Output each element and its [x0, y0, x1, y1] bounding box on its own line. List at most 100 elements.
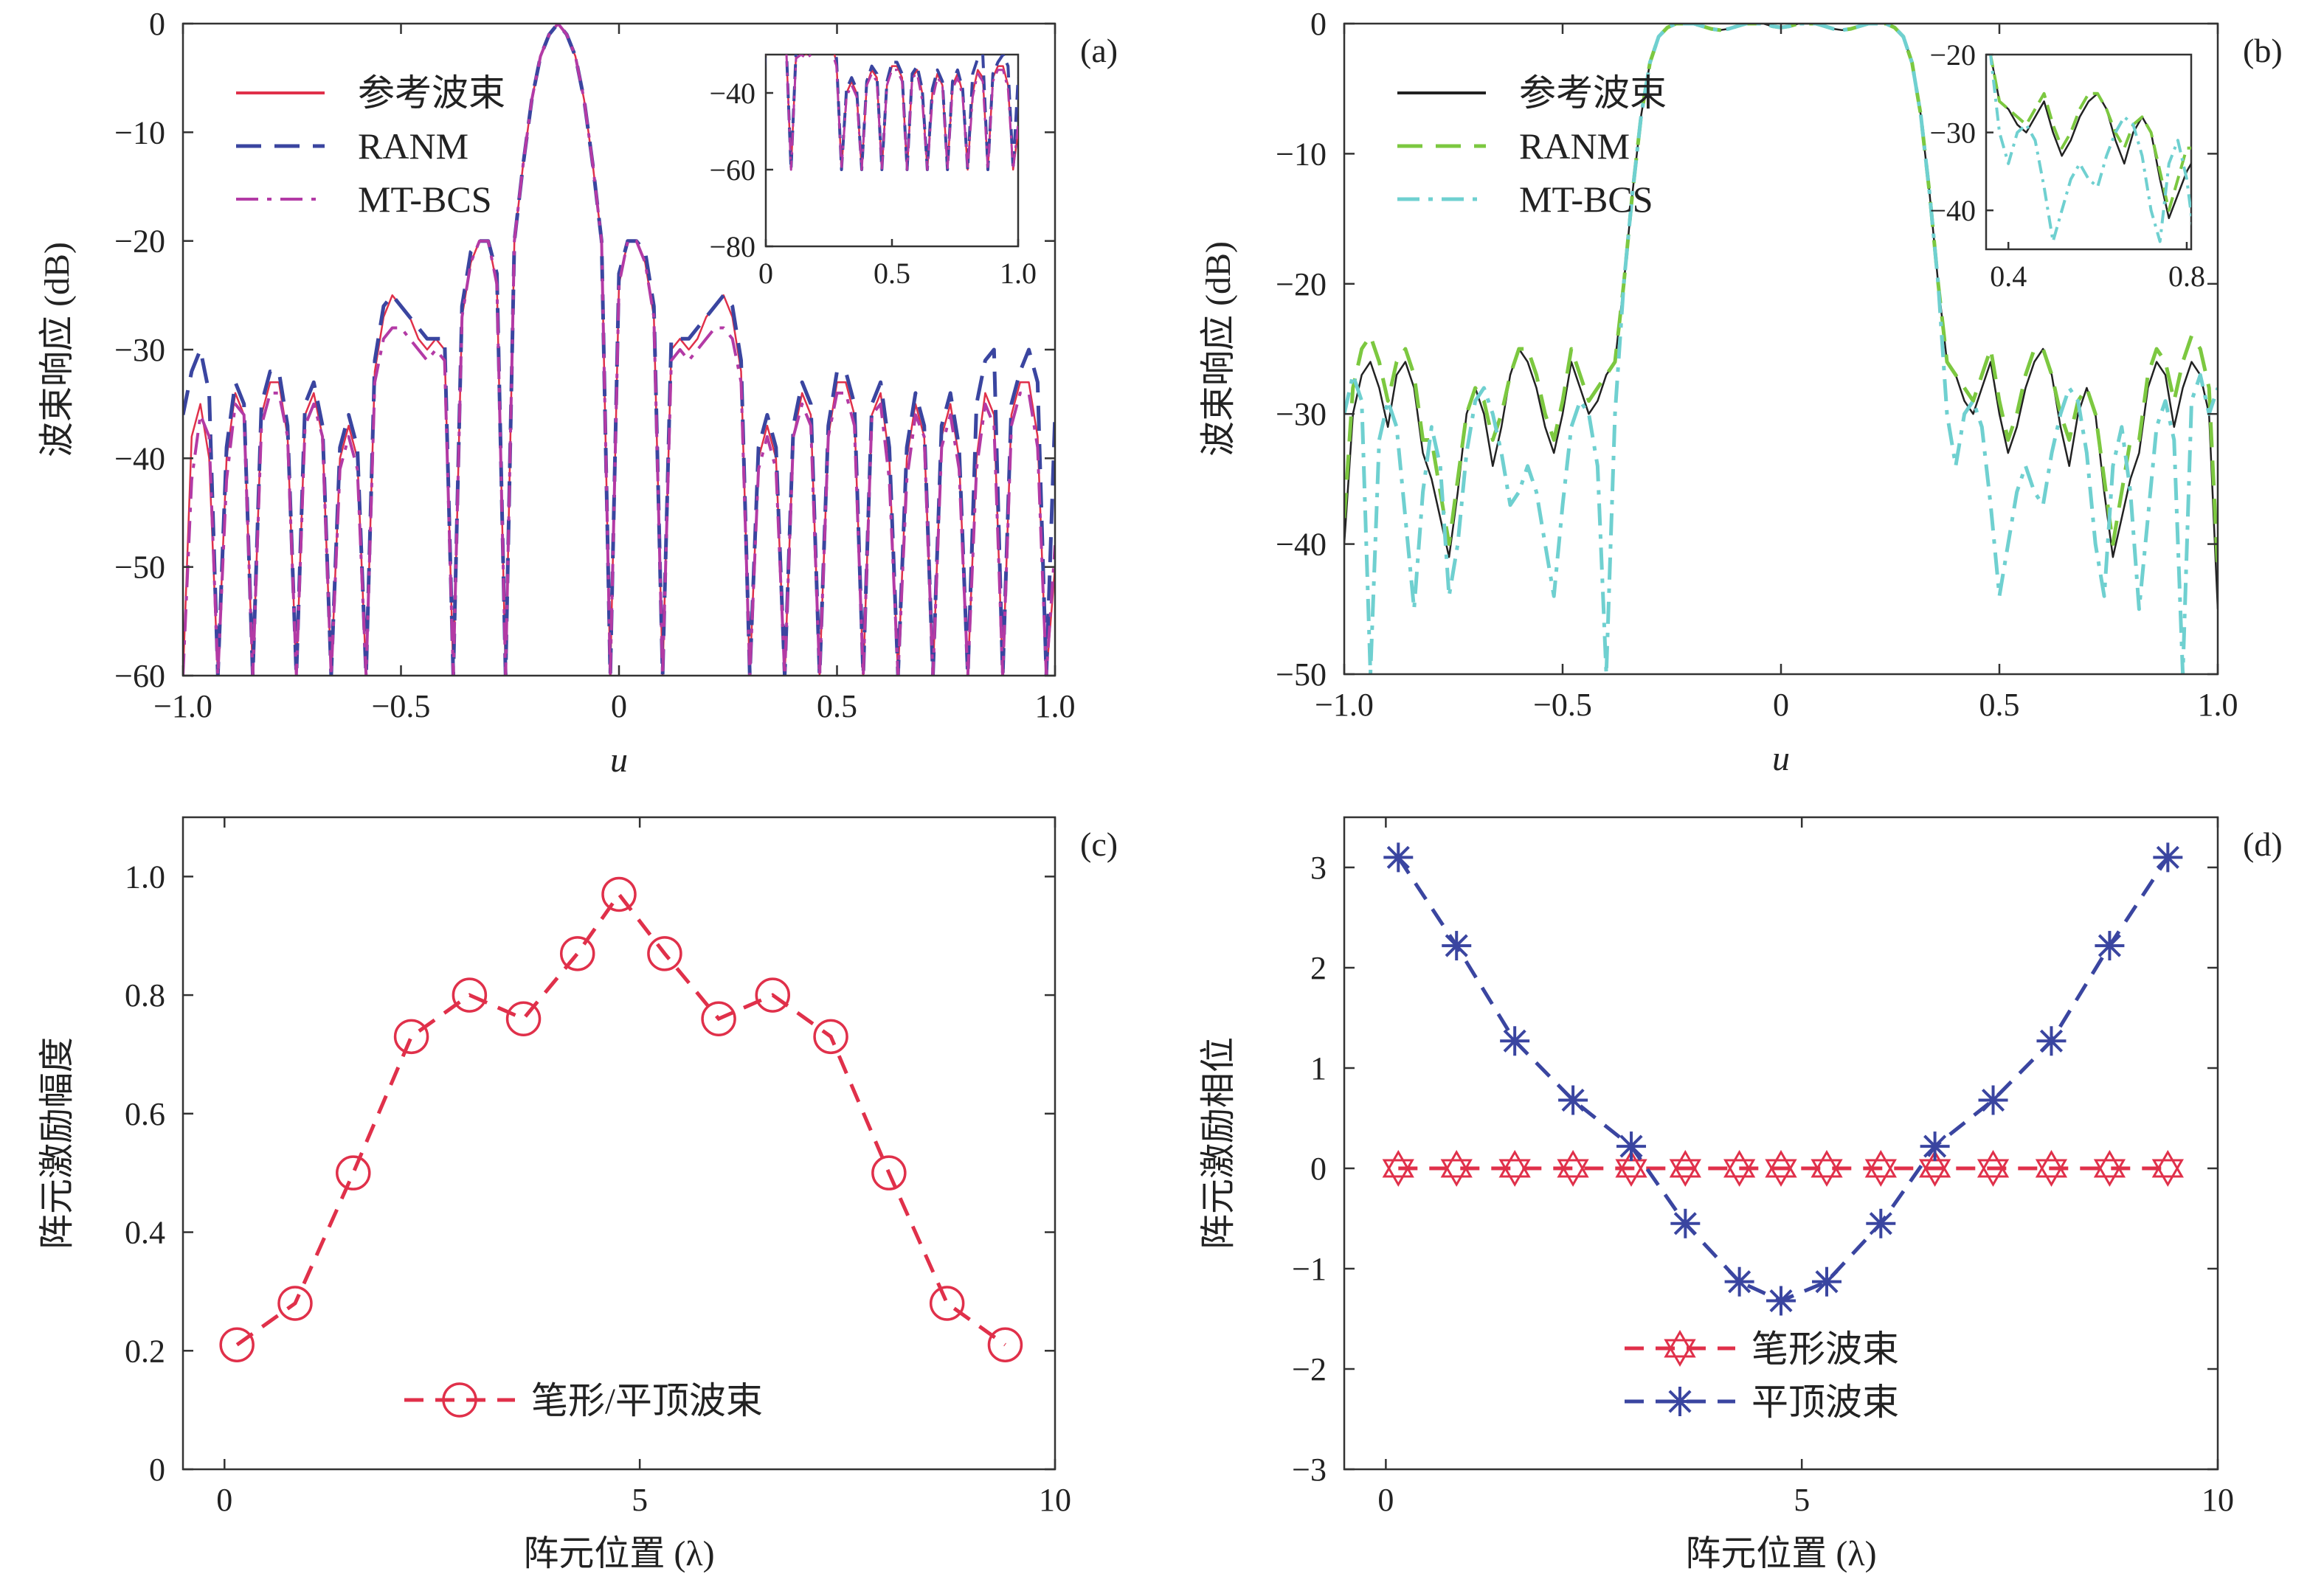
y-tick-label: −3	[1292, 1452, 1327, 1488]
data-point-up	[1382, 1149, 1414, 1178]
x-axis-label: 阵元位置 (λ)	[1685, 1534, 1876, 1573]
series-line	[1397, 856, 2170, 1303]
x-tick-label: 0	[1773, 687, 1789, 723]
data-point	[987, 1327, 1023, 1362]
y-tick-label: −20	[1276, 266, 1327, 302]
series-line-2	[183, 24, 1055, 676]
inset-series-line-3	[766, 55, 1018, 171]
data-point-up	[1723, 1149, 1756, 1178]
legend-marker-up	[1664, 1330, 1696, 1358]
inset-frame	[764, 53, 1020, 248]
y-tick-label: 0.4	[125, 1215, 165, 1251]
y-tick-label: −1	[1292, 1251, 1327, 1287]
data-point-stroke	[1503, 1029, 1526, 1053]
data-point-stroke	[1445, 934, 1468, 957]
data-point-up	[2151, 1149, 2185, 1178]
x-tick-label: 0.5	[817, 688, 857, 724]
inset-series-group	[1988, 55, 2191, 243]
data-point	[1811, 1149, 1843, 1188]
data-point	[2151, 1149, 2185, 1188]
x-tick-label: −1.0	[1315, 687, 1374, 723]
data-point	[452, 977, 488, 1013]
legend-marker-stroke	[1668, 1390, 1692, 1413]
legend: 笔形/平顶波束	[404, 1380, 763, 1421]
data-point-up	[1919, 1149, 1951, 1178]
y-tick-label: −30	[114, 332, 165, 368]
data-point-stroke	[1923, 1134, 1947, 1158]
x-tick-label: 0	[216, 1482, 232, 1518]
data-point-down	[1669, 1159, 1702, 1188]
legend-marker	[1664, 1330, 1696, 1367]
inset-frame	[1985, 53, 2193, 251]
data-point-stroke	[1561, 1088, 1585, 1112]
inset-y-tick-label: −30	[1929, 117, 1976, 150]
inset-x-tick-label: 1.0	[1000, 257, 1037, 290]
data-point-up	[1557, 1149, 1589, 1178]
y-axis-label: 波束响应 (dB)	[38, 242, 77, 457]
data-point	[1920, 1131, 1950, 1162]
data-point-stroke	[1815, 1270, 1839, 1294]
y-tick-label: 0	[1310, 6, 1327, 42]
data-point	[1383, 842, 1414, 873]
data-point	[1382, 1149, 1414, 1188]
data-point-down	[1919, 1159, 1951, 1188]
data-point-down	[2151, 1159, 2185, 1188]
data-point-stroke	[1386, 845, 1410, 869]
legend-label: 笔形波束	[1751, 1328, 1899, 1370]
legend-marker-down	[1664, 1339, 1696, 1367]
data-point	[505, 1001, 542, 1036]
inset: 0 0.5 1.0 −40 −60 −80	[709, 53, 1037, 290]
x-tick-label: 0.5	[1979, 687, 2020, 723]
y-tick-label: 0	[1310, 1151, 1327, 1187]
inset-series-line-2	[766, 55, 1018, 171]
inset-x-tick-label: 0.8	[2168, 260, 2205, 293]
x-tick-label: 0	[611, 688, 627, 724]
inset-x-tick-label: 0.5	[874, 257, 910, 290]
data-point-stroke	[1769, 1289, 1793, 1313]
series-line	[235, 891, 1006, 1347]
data-point	[219, 1327, 255, 1362]
x-tick-label: 10	[1039, 1482, 1071, 1518]
plot-frame	[1343, 816, 2219, 1471]
data-point	[2036, 1026, 2067, 1056]
y-tick-label: −50	[1276, 656, 1327, 693]
inset-x-tick-label: 0.4	[1990, 260, 2027, 293]
x-tick-label: 1.0	[2198, 687, 2238, 723]
data-point	[2035, 1149, 2068, 1188]
x-tick-label: 5	[632, 1482, 648, 1518]
series-1	[1382, 1149, 2185, 1188]
x-tick-label: −0.5	[372, 688, 431, 724]
data-point	[1498, 1149, 1531, 1188]
data-point	[1812, 1266, 1842, 1297]
inset-y-tick-label: −20	[1929, 38, 1976, 72]
panel-label: (d)	[2243, 825, 2283, 863]
legend-label: MT-BCS	[1519, 178, 1653, 220]
data-point-down	[1977, 1159, 2010, 1188]
x-tick-label: −0.5	[1533, 687, 1592, 723]
data-point-down	[2035, 1159, 2068, 1188]
x-axis-label: u	[610, 741, 628, 780]
data-point	[1558, 1085, 1588, 1115]
y-tick-label: −10	[1276, 136, 1327, 172]
panel-a: −1.0 −0.5 0 0.5 1.0 0 −10 −20 −30 −40 −50 −60 u 波束响应 …	[38, 6, 1118, 780]
data-point-up	[1977, 1149, 2010, 1178]
legend-label: MT-BCS	[358, 178, 492, 220]
panel-c: 0 5 10 0 0.2 0.4 0.6 0.8 1.0 阵元位置 (λ) 阵元激励幅度 (c) 笔形/…	[38, 816, 1118, 1573]
data-point	[1724, 1266, 1754, 1297]
data-point-up	[1811, 1149, 1843, 1178]
x-tick-label: −1.0	[153, 688, 212, 724]
x-axis-label: 阵元位置 (λ)	[523, 1534, 714, 1573]
data-point	[813, 1019, 848, 1055]
data-point-down	[1498, 1159, 1531, 1188]
inset-series-line-2	[1988, 55, 2191, 212]
panel-label: (b)	[2243, 32, 2283, 69]
data-point	[2095, 931, 2125, 961]
plot-frame	[181, 816, 1056, 1471]
y-tick-label: 0.6	[125, 1096, 165, 1132]
data-point-up	[2035, 1149, 2068, 1178]
y-tick-label: −40	[114, 440, 165, 476]
panel-label: (a)	[1080, 32, 1118, 69]
inset: 0.4 0.8 −20 −30 −40	[1929, 38, 2205, 293]
